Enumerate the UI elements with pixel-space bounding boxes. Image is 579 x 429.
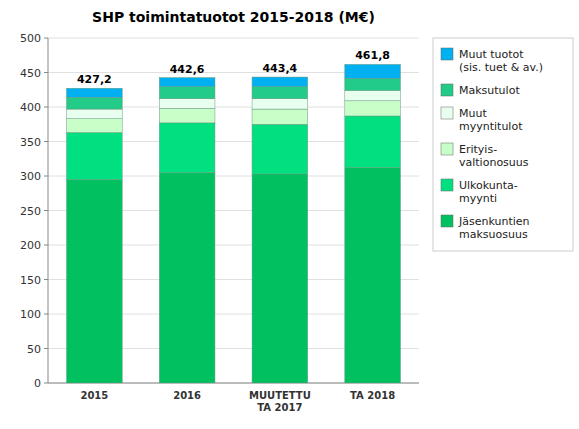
text-line: TA 2017 xyxy=(257,402,302,413)
tick-mark xyxy=(44,141,48,142)
tick-label: 100 xyxy=(20,308,41,321)
tick-label: 50 xyxy=(27,343,41,356)
legend-label: Maksutulot xyxy=(459,84,520,97)
bar-segment xyxy=(345,168,401,383)
bar-segment xyxy=(252,87,308,99)
text-line: maksuosuus xyxy=(459,228,528,241)
bar-segment xyxy=(67,119,123,133)
tick-label: 500 xyxy=(20,32,41,45)
text-line: Jäsenkuntien xyxy=(458,215,530,228)
text-line: MUUTETTU xyxy=(249,390,311,401)
tick-mark xyxy=(44,176,48,177)
legend-box xyxy=(433,38,573,251)
bar-segment xyxy=(252,109,308,124)
legend-label: Ulkokunta-myynti xyxy=(459,179,518,205)
bar-segment xyxy=(252,99,308,109)
bar-segment xyxy=(159,99,215,109)
text-line: Ulkokunta- xyxy=(459,179,518,192)
bar-segment xyxy=(159,87,215,99)
legend-label: Muutmyyntitulot xyxy=(459,107,523,133)
bar-segment xyxy=(67,109,123,119)
tick-label: 300 xyxy=(20,170,41,183)
bar-segment xyxy=(345,116,401,168)
total-label: 461,8 xyxy=(355,49,390,62)
x-axis: 2015 2016 MUUTETTUTA 2017 TA 2018 xyxy=(80,390,395,413)
text-line: myyntitulot xyxy=(459,120,523,133)
legend: Muut tuotot(sis. tuet & av.) Maksutulot Mu… xyxy=(433,38,573,251)
category-label: MUUTETTUTA 2017 xyxy=(249,390,311,413)
category-label: 2016 xyxy=(173,390,201,401)
chart: 0 50 100 150 200 250 300 350 400 450 500 427,2 442,6… xyxy=(0,0,579,429)
bar-segment xyxy=(67,179,123,383)
tick-mark xyxy=(44,38,48,39)
legend-swatch xyxy=(441,143,453,155)
total-label: 427,2 xyxy=(77,73,112,86)
tick-mark xyxy=(44,314,48,315)
grid-line xyxy=(48,38,419,39)
tick-label: 0 xyxy=(34,377,41,390)
tick-label: 200 xyxy=(20,239,41,252)
title: SHP toimintatuotot 2015-2018 (M€) xyxy=(92,9,375,25)
bar-segment xyxy=(345,78,401,90)
bar-segment xyxy=(159,108,215,122)
legend-swatch xyxy=(441,179,453,191)
category-label: 2015 xyxy=(80,390,108,401)
tick-label: 250 xyxy=(20,205,41,218)
bar-segment xyxy=(67,88,123,97)
legend-swatch xyxy=(441,107,453,119)
tick-label: 400 xyxy=(20,101,41,114)
bar-segment xyxy=(159,173,215,383)
tick-mark xyxy=(44,279,48,280)
bar-segment xyxy=(159,78,215,87)
legend-swatch xyxy=(441,48,453,60)
text-line: 2015 xyxy=(80,390,108,401)
text-line: myynti xyxy=(459,192,497,205)
tick-label: 450 xyxy=(20,67,41,80)
text-line: Erityis- xyxy=(459,143,497,156)
bar-segment xyxy=(67,97,123,109)
legend-label: Muut tuotot(sis. tuet & av.) xyxy=(459,48,543,74)
bar-segment xyxy=(345,90,401,100)
text-line: (sis. tuet & av.) xyxy=(459,61,543,74)
tick-mark xyxy=(44,210,48,211)
tick-mark xyxy=(44,72,48,73)
tick-mark xyxy=(44,348,48,349)
legend-label: Jäsenkuntienmaksuosuus xyxy=(458,215,530,241)
bar-segment xyxy=(252,124,308,174)
total-label: 443,4 xyxy=(262,62,297,75)
text-line: valtionosuus xyxy=(459,156,529,169)
tick-mark xyxy=(44,107,48,108)
bar-segment xyxy=(252,174,308,383)
text-line: Maksutulot xyxy=(459,84,520,97)
tick-mark xyxy=(44,383,48,384)
bar-segment xyxy=(345,64,401,78)
bar-segment xyxy=(159,123,215,173)
tick-mark xyxy=(44,245,48,246)
tick-label: 150 xyxy=(20,274,41,287)
legend-label: Erityis-valtionosuus xyxy=(459,143,529,169)
bar-segment xyxy=(345,101,401,116)
tick-label: 350 xyxy=(20,136,41,149)
text-line: Muut xyxy=(459,107,487,120)
legend-swatch xyxy=(441,84,453,96)
legend-swatch xyxy=(441,215,453,227)
text-line: Muut tuotot xyxy=(459,48,524,61)
total-labels: 427,2 442,6 443,4 461,8 xyxy=(77,49,390,86)
y-axis: 0 50 100 150 200 250 300 350 400 450 500 xyxy=(20,32,419,390)
category-label: TA 2018 xyxy=(350,390,395,401)
bars xyxy=(67,64,401,383)
total-label: 442,6 xyxy=(170,63,205,76)
bar-segment xyxy=(252,77,308,87)
text-line: 2016 xyxy=(173,390,201,401)
text-line: TA 2018 xyxy=(350,390,395,401)
y-axis-line xyxy=(48,38,49,383)
bar-segment xyxy=(67,133,123,180)
